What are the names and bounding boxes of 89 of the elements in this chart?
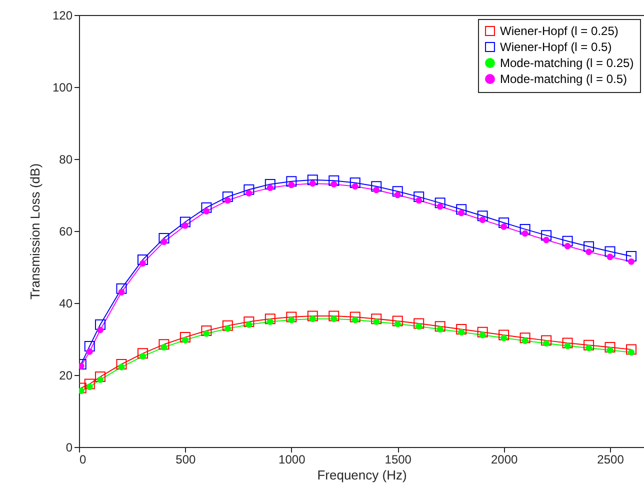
point bbox=[584, 241, 594, 252]
point bbox=[286, 312, 297, 322]
point bbox=[522, 230, 528, 237]
point bbox=[564, 242, 571, 250]
point bbox=[158, 339, 170, 350]
legend-label: Mode-matching (l = 0.25) bbox=[500, 56, 634, 70]
point bbox=[414, 318, 424, 329]
point bbox=[95, 319, 106, 330]
point bbox=[350, 178, 360, 188]
y-tick-label: 120 bbox=[52, 8, 73, 22]
point bbox=[222, 192, 233, 202]
x-tick-label: 2500 bbox=[597, 452, 624, 466]
point bbox=[286, 176, 297, 187]
point bbox=[520, 224, 530, 234]
x-tick-label: 1500 bbox=[384, 452, 412, 466]
point bbox=[541, 335, 552, 346]
y-tick-label: 0 bbox=[66, 440, 73, 454]
point bbox=[416, 197, 422, 204]
point bbox=[328, 310, 340, 322]
point bbox=[371, 181, 382, 192]
point bbox=[116, 283, 127, 294]
point bbox=[137, 254, 148, 266]
point bbox=[628, 258, 634, 265]
point bbox=[477, 326, 488, 338]
point bbox=[180, 332, 190, 342]
point bbox=[222, 320, 233, 331]
point bbox=[307, 174, 318, 186]
point bbox=[456, 204, 467, 215]
point bbox=[328, 175, 340, 186]
point bbox=[456, 324, 467, 335]
point bbox=[584, 340, 594, 350]
point bbox=[604, 342, 616, 353]
point bbox=[604, 246, 616, 257]
x-tick-label: 0 bbox=[80, 452, 86, 466]
y-tick-label: 60 bbox=[59, 224, 73, 238]
point bbox=[97, 326, 104, 334]
y-tick-label: 20 bbox=[59, 368, 73, 382]
point bbox=[137, 348, 148, 359]
point bbox=[434, 198, 446, 208]
point bbox=[543, 236, 550, 244]
point bbox=[392, 186, 403, 197]
point bbox=[371, 314, 382, 324]
x-tick-label: 1000 bbox=[278, 452, 306, 466]
x-axis-title: Frequency (Hz) bbox=[317, 468, 407, 482]
point bbox=[307, 310, 318, 322]
y-axis-title: Transmission Loss (dB) bbox=[27, 163, 42, 300]
y-tick-label: 100 bbox=[52, 80, 73, 94]
point bbox=[498, 330, 510, 340]
point bbox=[264, 314, 276, 324]
point bbox=[414, 192, 424, 202]
point bbox=[520, 332, 530, 344]
point bbox=[84, 378, 95, 390]
point bbox=[541, 230, 552, 241]
point bbox=[350, 312, 360, 322]
point bbox=[562, 338, 573, 348]
point bbox=[392, 316, 403, 326]
point bbox=[266, 184, 274, 192]
point bbox=[562, 236, 573, 246]
point bbox=[244, 184, 254, 195]
point bbox=[139, 260, 146, 267]
y-tick-label: 40 bbox=[59, 296, 73, 310]
point bbox=[244, 316, 254, 327]
point bbox=[586, 248, 592, 256]
legend-label: Mode-matching (l = 0.5) bbox=[500, 72, 628, 86]
point bbox=[498, 217, 510, 228]
point bbox=[201, 202, 212, 213]
point bbox=[479, 216, 486, 224]
point bbox=[352, 183, 358, 190]
point bbox=[264, 178, 276, 190]
y-tick-label: 80 bbox=[59, 152, 73, 166]
x-tick-label: 2000 bbox=[490, 452, 518, 466]
point bbox=[224, 197, 231, 204]
x-tick-label: 500 bbox=[176, 452, 196, 466]
point bbox=[180, 216, 190, 228]
point bbox=[95, 372, 106, 382]
point bbox=[86, 348, 93, 355]
point bbox=[158, 232, 170, 244]
point bbox=[626, 344, 636, 355]
point bbox=[500, 223, 508, 230]
point bbox=[477, 210, 488, 222]
point bbox=[116, 358, 127, 370]
point bbox=[201, 325, 212, 336]
point bbox=[606, 254, 614, 260]
point bbox=[160, 238, 168, 246]
legend-label: Wiener-Hopf (l = 0.5) bbox=[500, 40, 612, 54]
point bbox=[84, 340, 95, 352]
point bbox=[626, 250, 636, 262]
legend-label: Wiener-Hopf (l = 0.25) bbox=[500, 24, 618, 38]
point bbox=[434, 321, 446, 332]
